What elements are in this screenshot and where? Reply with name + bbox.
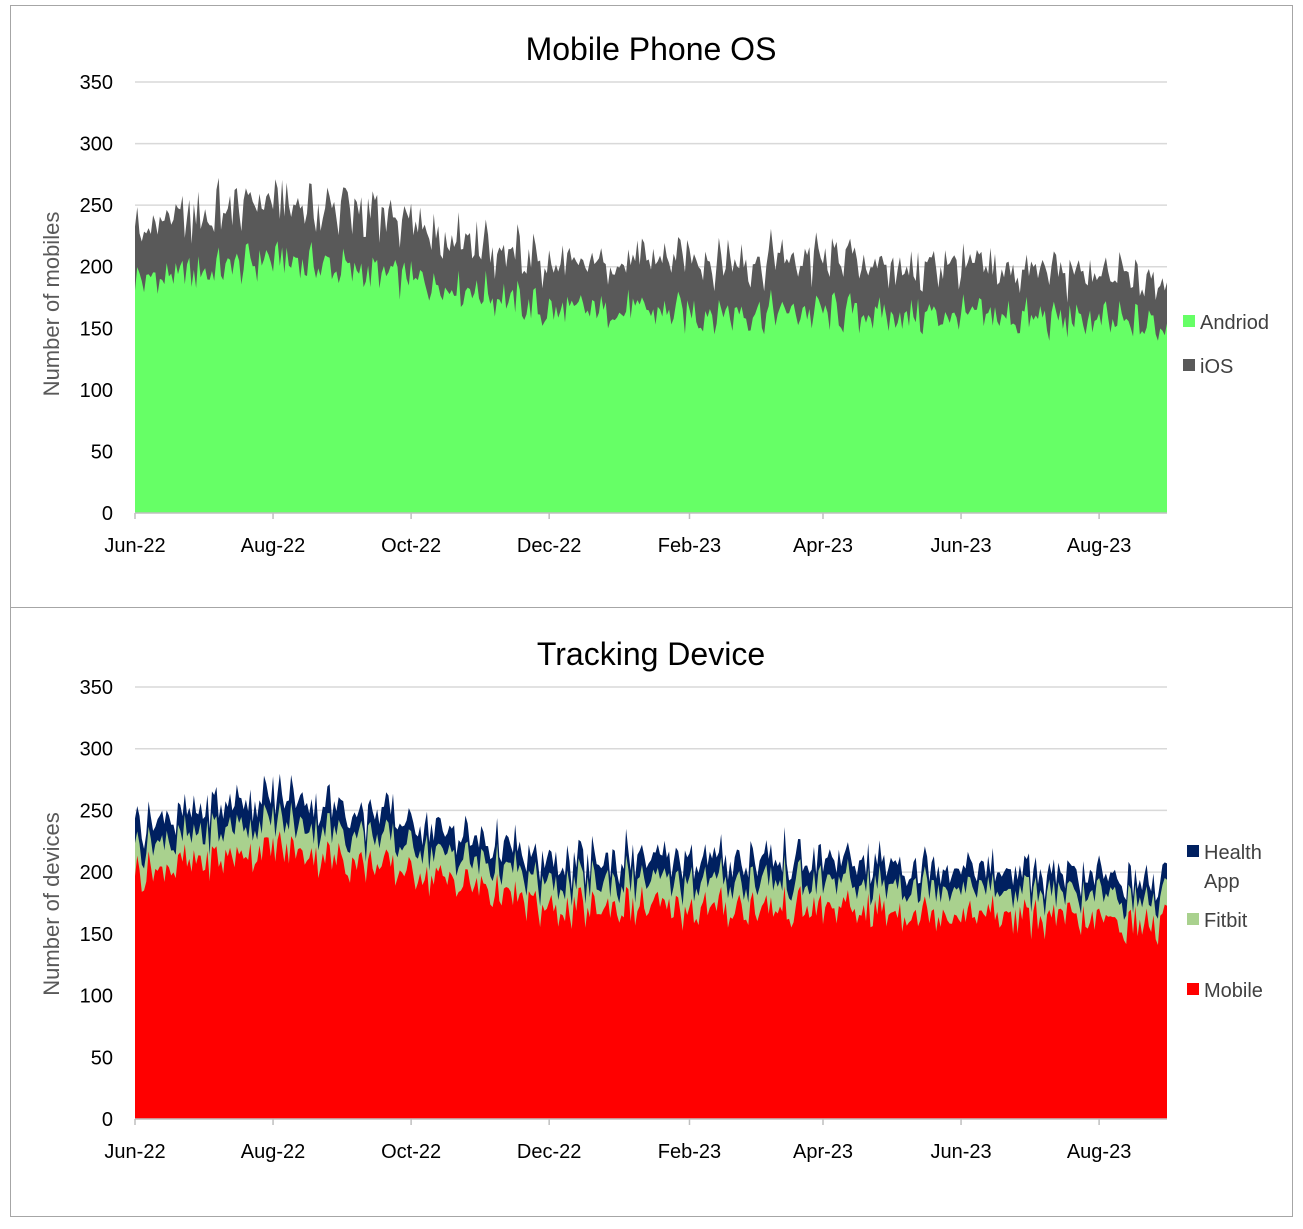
- y-tick-label: 150: [80, 318, 113, 340]
- x-tick-label: Aug-23: [1067, 535, 1132, 557]
- x-tick-label: Aug-22: [241, 1141, 306, 1163]
- legend-swatch: [1187, 983, 1199, 995]
- tracking-device-chart: Tracking Device Number of devices 0 50 100…: [39, 636, 1263, 1163]
- legend-swatch: [1183, 359, 1195, 371]
- y-tick-label: 200: [80, 257, 113, 279]
- area-series-group: [135, 773, 1167, 1119]
- y-tick-label: 0: [102, 503, 113, 525]
- x-tick-label: Jun-23: [930, 1141, 991, 1163]
- x-tick-label: Feb-23: [658, 535, 721, 557]
- y-tick-label: 250: [80, 800, 113, 822]
- x-tick-label: Apr-23: [793, 1141, 853, 1163]
- area-series-mobile: [135, 831, 1167, 1119]
- legend-label: App: [1204, 871, 1240, 893]
- y-tick-label: 50: [91, 441, 113, 463]
- chart-title: Mobile Phone OS: [526, 31, 777, 67]
- y-tick-label: 250: [80, 195, 113, 217]
- x-tick-label: Dec-22: [517, 1141, 581, 1163]
- legend-swatch: [1187, 913, 1199, 925]
- x-tick-label: Oct-22: [381, 535, 441, 557]
- y-tick-label: 50: [91, 1047, 113, 1069]
- legend-label: Health: [1204, 842, 1262, 864]
- legend-label: Andriod: [1200, 312, 1269, 334]
- y-tick-label: 350: [80, 677, 113, 699]
- legend-swatch: [1187, 845, 1199, 857]
- x-tick-label: Jun-22: [104, 1141, 165, 1163]
- x-tick-label: Aug-23: [1067, 1141, 1132, 1163]
- y-tick-label: 100: [80, 986, 113, 1008]
- mobile-os-chart: Mobile Phone OS Number of mobiles 0 50 100…: [39, 31, 1269, 557]
- x-tick-label: Dec-22: [517, 535, 581, 557]
- legend-label: Fitbit: [1204, 910, 1248, 932]
- mobile-os-chart-panel: Mobile Phone OS Number of mobiles 0 50 100…: [10, 5, 1293, 608]
- x-tick-label: Apr-23: [793, 535, 853, 557]
- legend-label: Mobile: [1204, 980, 1263, 1002]
- y-tick-label: 300: [80, 739, 113, 761]
- y-axis-label: Number of mobiles: [39, 212, 64, 397]
- x-tick-label: Jun-22: [104, 535, 165, 557]
- legend-swatch: [1183, 315, 1195, 327]
- y-tick-label: 150: [80, 924, 113, 946]
- tracking-device-chart-panel: Tracking Device Number of devices 0 50 100…: [10, 607, 1293, 1217]
- y-tick-label: 300: [80, 134, 113, 156]
- legend: Andriod iOS: [1183, 312, 1269, 378]
- y-tick-label: 100: [80, 380, 113, 402]
- y-tick-label: 200: [80, 862, 113, 884]
- y-axis-label: Number of devices: [39, 812, 64, 995]
- area-series-andriod: [135, 241, 1167, 513]
- legend-label: iOS: [1200, 356, 1233, 378]
- area-series-group: [135, 177, 1167, 514]
- legend: Mobile Fitbit Health App: [1187, 842, 1263, 1002]
- y-tick-label: 350: [80, 72, 113, 94]
- x-tick-label: Oct-22: [381, 1141, 441, 1163]
- x-tick-label: Jun-23: [930, 535, 991, 557]
- chart-title: Tracking Device: [537, 636, 765, 672]
- y-tick-label: 0: [102, 1109, 113, 1131]
- x-tick-label: Feb-23: [658, 1141, 721, 1163]
- x-tick-label: Aug-22: [241, 535, 306, 557]
